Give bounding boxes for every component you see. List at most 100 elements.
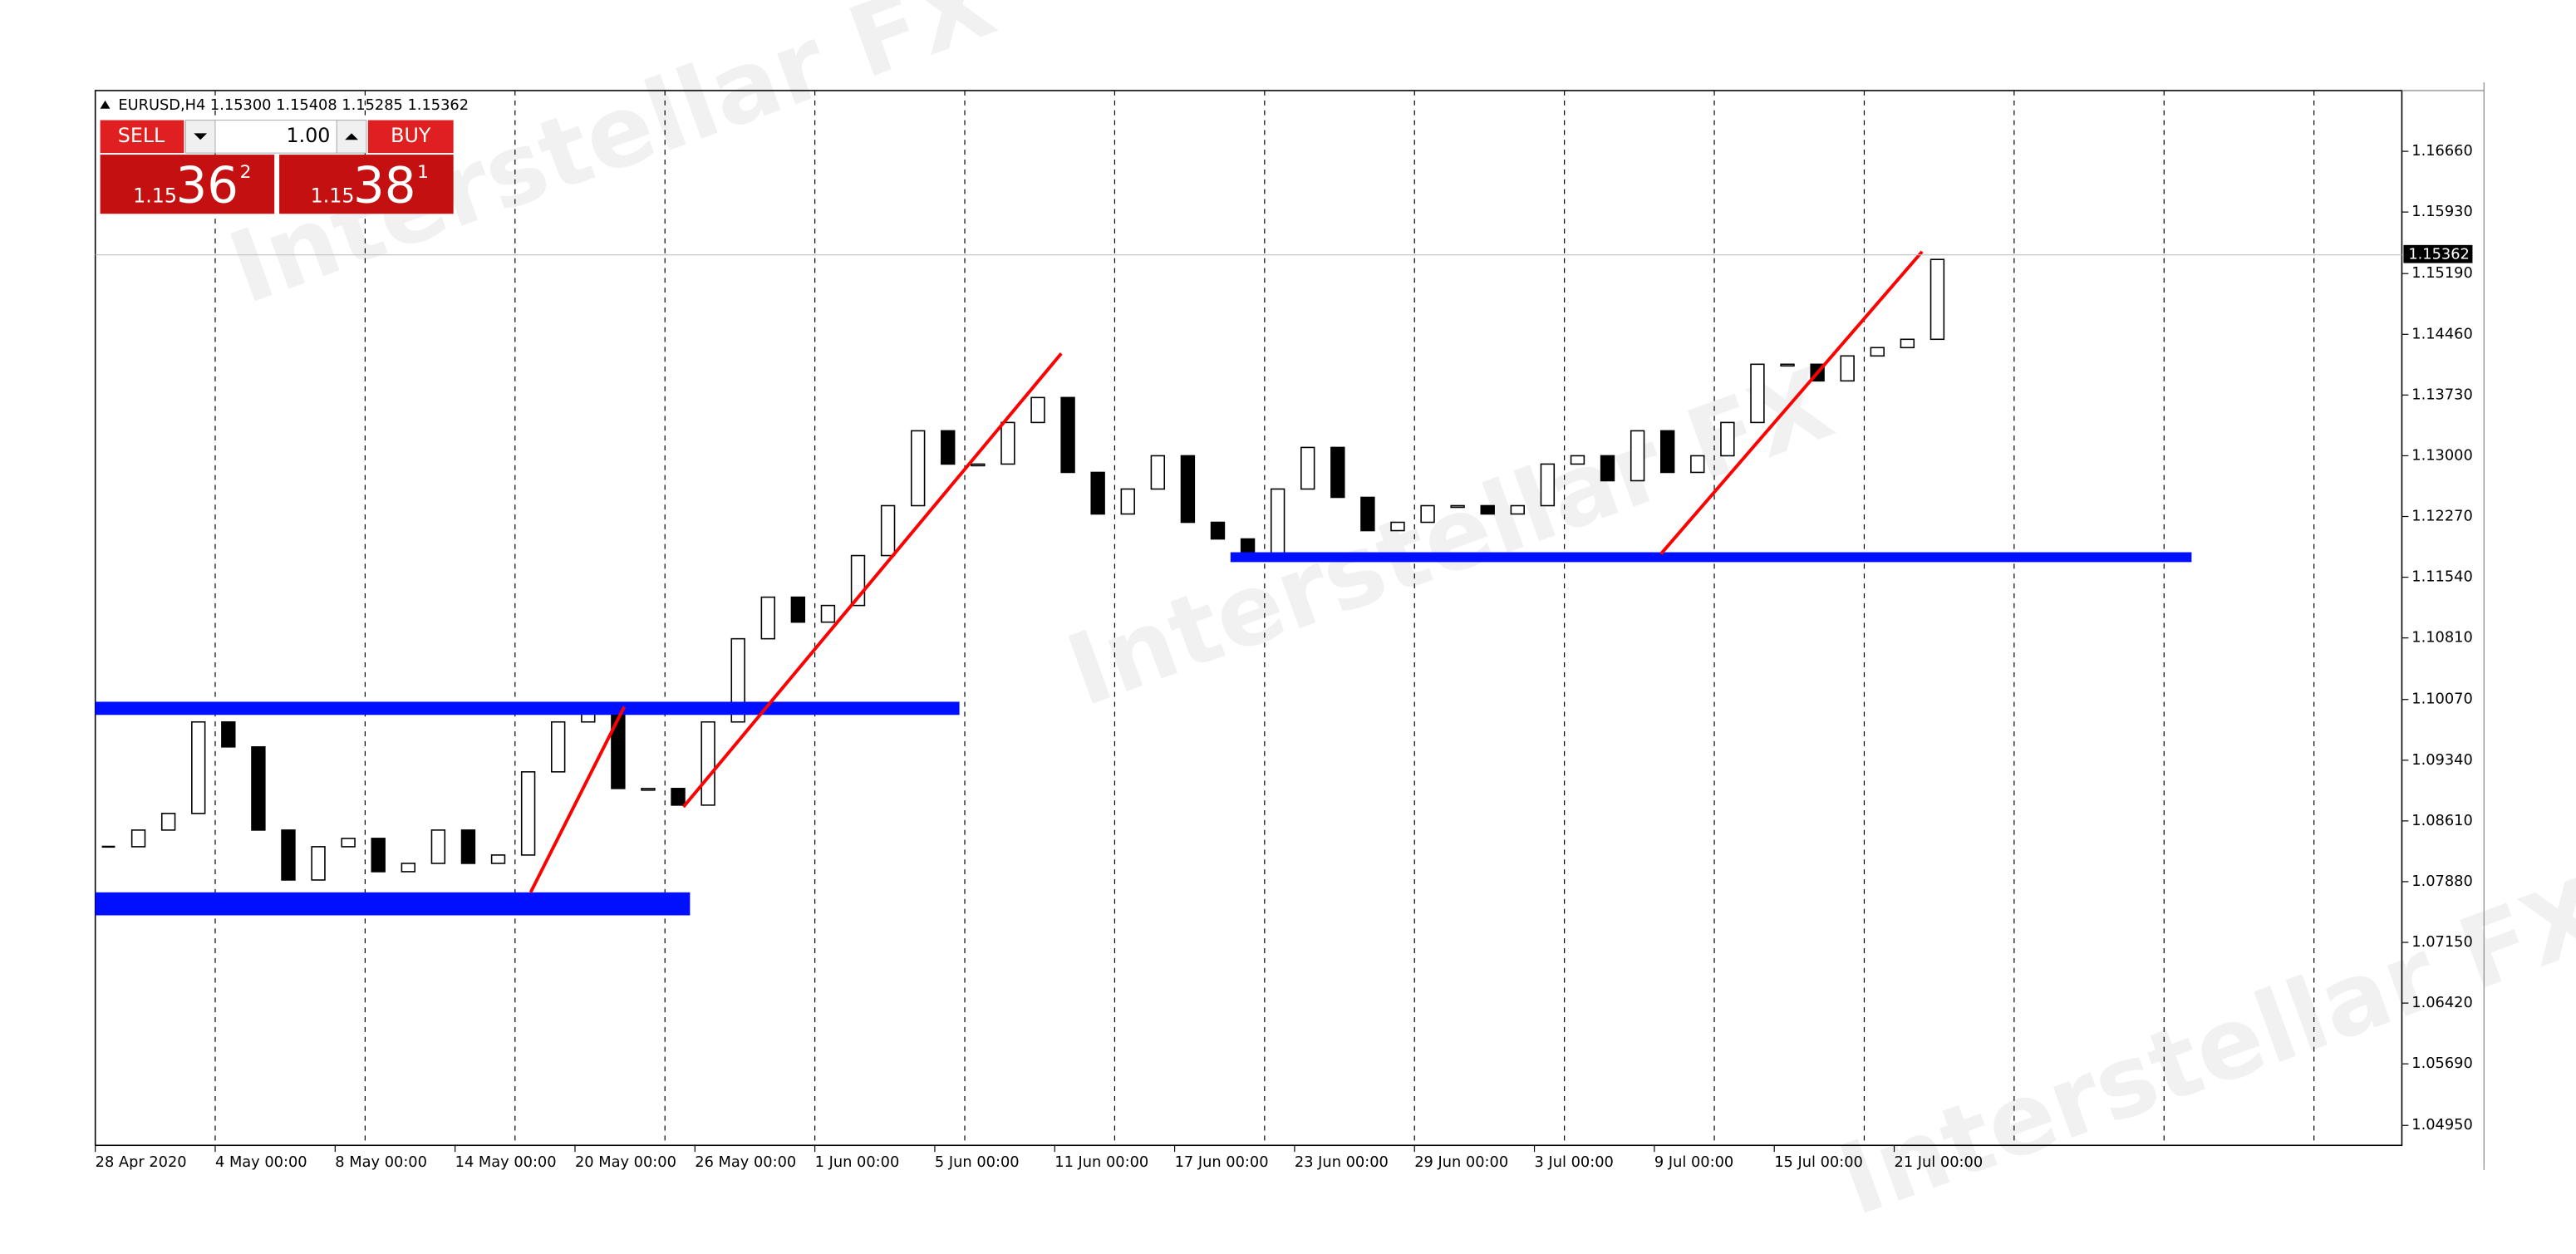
y-tick-label: 1.14460	[2411, 325, 2473, 342]
buy-price-big: 1.15	[311, 184, 355, 207]
buy-price-main: 38	[353, 156, 415, 214]
candle	[1150, 455, 1166, 490]
candle	[1210, 521, 1226, 540]
lot-input[interactable]	[214, 120, 337, 154]
support-line	[1230, 552, 2192, 563]
trendline	[1659, 250, 1924, 555]
candle	[1450, 504, 1465, 509]
y-tick-label: 1.10810	[2411, 629, 2473, 647]
candle	[311, 846, 326, 881]
y-tick-label: 1.05690	[2411, 1055, 2473, 1072]
resistance-zone	[95, 701, 960, 716]
candle	[820, 604, 836, 623]
candle	[1870, 347, 1885, 357]
candle	[641, 788, 656, 791]
sell-price-main: 36	[176, 156, 238, 214]
x-tick-label: 29 Jun 00:00	[1414, 1153, 1508, 1171]
candle	[371, 838, 386, 873]
candle	[551, 720, 566, 773]
candle	[1300, 446, 1315, 490]
collapse-icon[interactable]	[100, 100, 111, 109]
sell-price-sup: 2	[240, 162, 252, 183]
candle	[490, 854, 506, 864]
sell-price-box[interactable]	[100, 155, 275, 214]
y-tick-label: 1.15930	[2411, 203, 2473, 220]
candle	[1750, 363, 1765, 424]
y-tick-label: 1.07150	[2411, 933, 2473, 951]
x-tick-label: 20 May 00:00	[575, 1153, 676, 1171]
candle	[1480, 504, 1495, 515]
sell-label[interactable]: SELL	[118, 124, 165, 147]
candle	[221, 720, 236, 748]
buy-price-sup: 1	[417, 162, 429, 183]
candle	[760, 596, 775, 640]
x-tick-label: 9 Jul 00:00	[1654, 1153, 1733, 1171]
x-tick-label: 3 Jul 00:00	[1535, 1153, 1614, 1171]
up-arrow	[345, 133, 358, 140]
candle	[130, 829, 146, 848]
candle	[730, 637, 745, 723]
buy-button[interactable]	[367, 120, 454, 154]
y-tick-label: 1.04950	[2411, 1116, 2473, 1134]
lot-value[interactable]: 1.00	[287, 124, 331, 147]
x-tick-label: 23 Jun 00:00	[1295, 1153, 1389, 1171]
candle	[1030, 396, 1045, 424]
x-tick-label: 26 May 00:00	[695, 1153, 796, 1171]
candle	[1360, 496, 1375, 532]
candle	[1659, 430, 1675, 474]
candle	[191, 720, 206, 814]
down-arrow	[194, 133, 208, 140]
candle	[1180, 455, 1196, 524]
y-tick-label: 1.07880	[2411, 873, 2473, 890]
x-tick-label: 15 Jul 00:00	[1774, 1153, 1863, 1171]
support-zone	[95, 892, 691, 916]
candle	[910, 430, 926, 507]
y-tick-label: 1.13000	[2411, 446, 2473, 464]
y-tick-label: 1.11540	[2411, 568, 2473, 586]
x-tick-label: 4 May 00:00	[215, 1153, 307, 1171]
x-tick-label: 14 May 00:00	[455, 1153, 557, 1171]
x-tick-label: 17 Jun 00:00	[1175, 1153, 1269, 1171]
candle	[1390, 521, 1405, 532]
sell-price-big: 1.15	[133, 184, 177, 207]
candle	[1690, 455, 1705, 474]
candle	[520, 771, 536, 856]
buy-label[interactable]: BUY	[391, 124, 431, 147]
candle	[671, 788, 686, 806]
candle	[941, 430, 956, 465]
symbol-header: EURUSD,H4 1.15300 1.15408 1.15285 1.1536…	[118, 96, 469, 114]
x-tick-label: 5 Jun 00:00	[935, 1153, 1020, 1171]
y-tick-label: 1.08610	[2411, 812, 2473, 829]
x-tick-label: 11 Jun 00:00	[1054, 1153, 1148, 1171]
candles	[101, 258, 1945, 881]
candle	[1720, 421, 1735, 457]
candle	[1420, 504, 1435, 524]
candle	[1600, 455, 1615, 482]
candle	[160, 813, 176, 831]
buy-price-box[interactable]	[279, 155, 454, 214]
vertical-grid	[214, 90, 2315, 1146]
candle	[1570, 455, 1585, 465]
sell-button[interactable]	[100, 120, 184, 154]
candle	[1780, 363, 1795, 367]
candle	[1000, 421, 1015, 465]
y-tick-label: 1.12270	[2411, 508, 2473, 525]
y-axis: 1.16660 1.15930 1.15190 1.14460 1.13730 1.130…	[2401, 142, 2473, 1134]
candle	[281, 829, 296, 881]
candle	[401, 863, 415, 873]
candle	[790, 596, 806, 623]
candle	[1840, 355, 1855, 382]
trendline	[681, 352, 1063, 809]
candle	[1330, 446, 1345, 499]
candle	[430, 829, 446, 864]
x-tick-label: 21 Jul 00:00	[1895, 1153, 1984, 1171]
candle	[1120, 488, 1135, 515]
candle	[460, 829, 476, 864]
candle	[880, 504, 896, 557]
price-label: 1.15362	[2408, 246, 2470, 263]
price-label-box	[2403, 244, 2473, 263]
y-tick-label: 1.16660	[2411, 142, 2473, 160]
y-tick-label: 1.13730	[2411, 386, 2473, 403]
candle	[1270, 488, 1286, 557]
